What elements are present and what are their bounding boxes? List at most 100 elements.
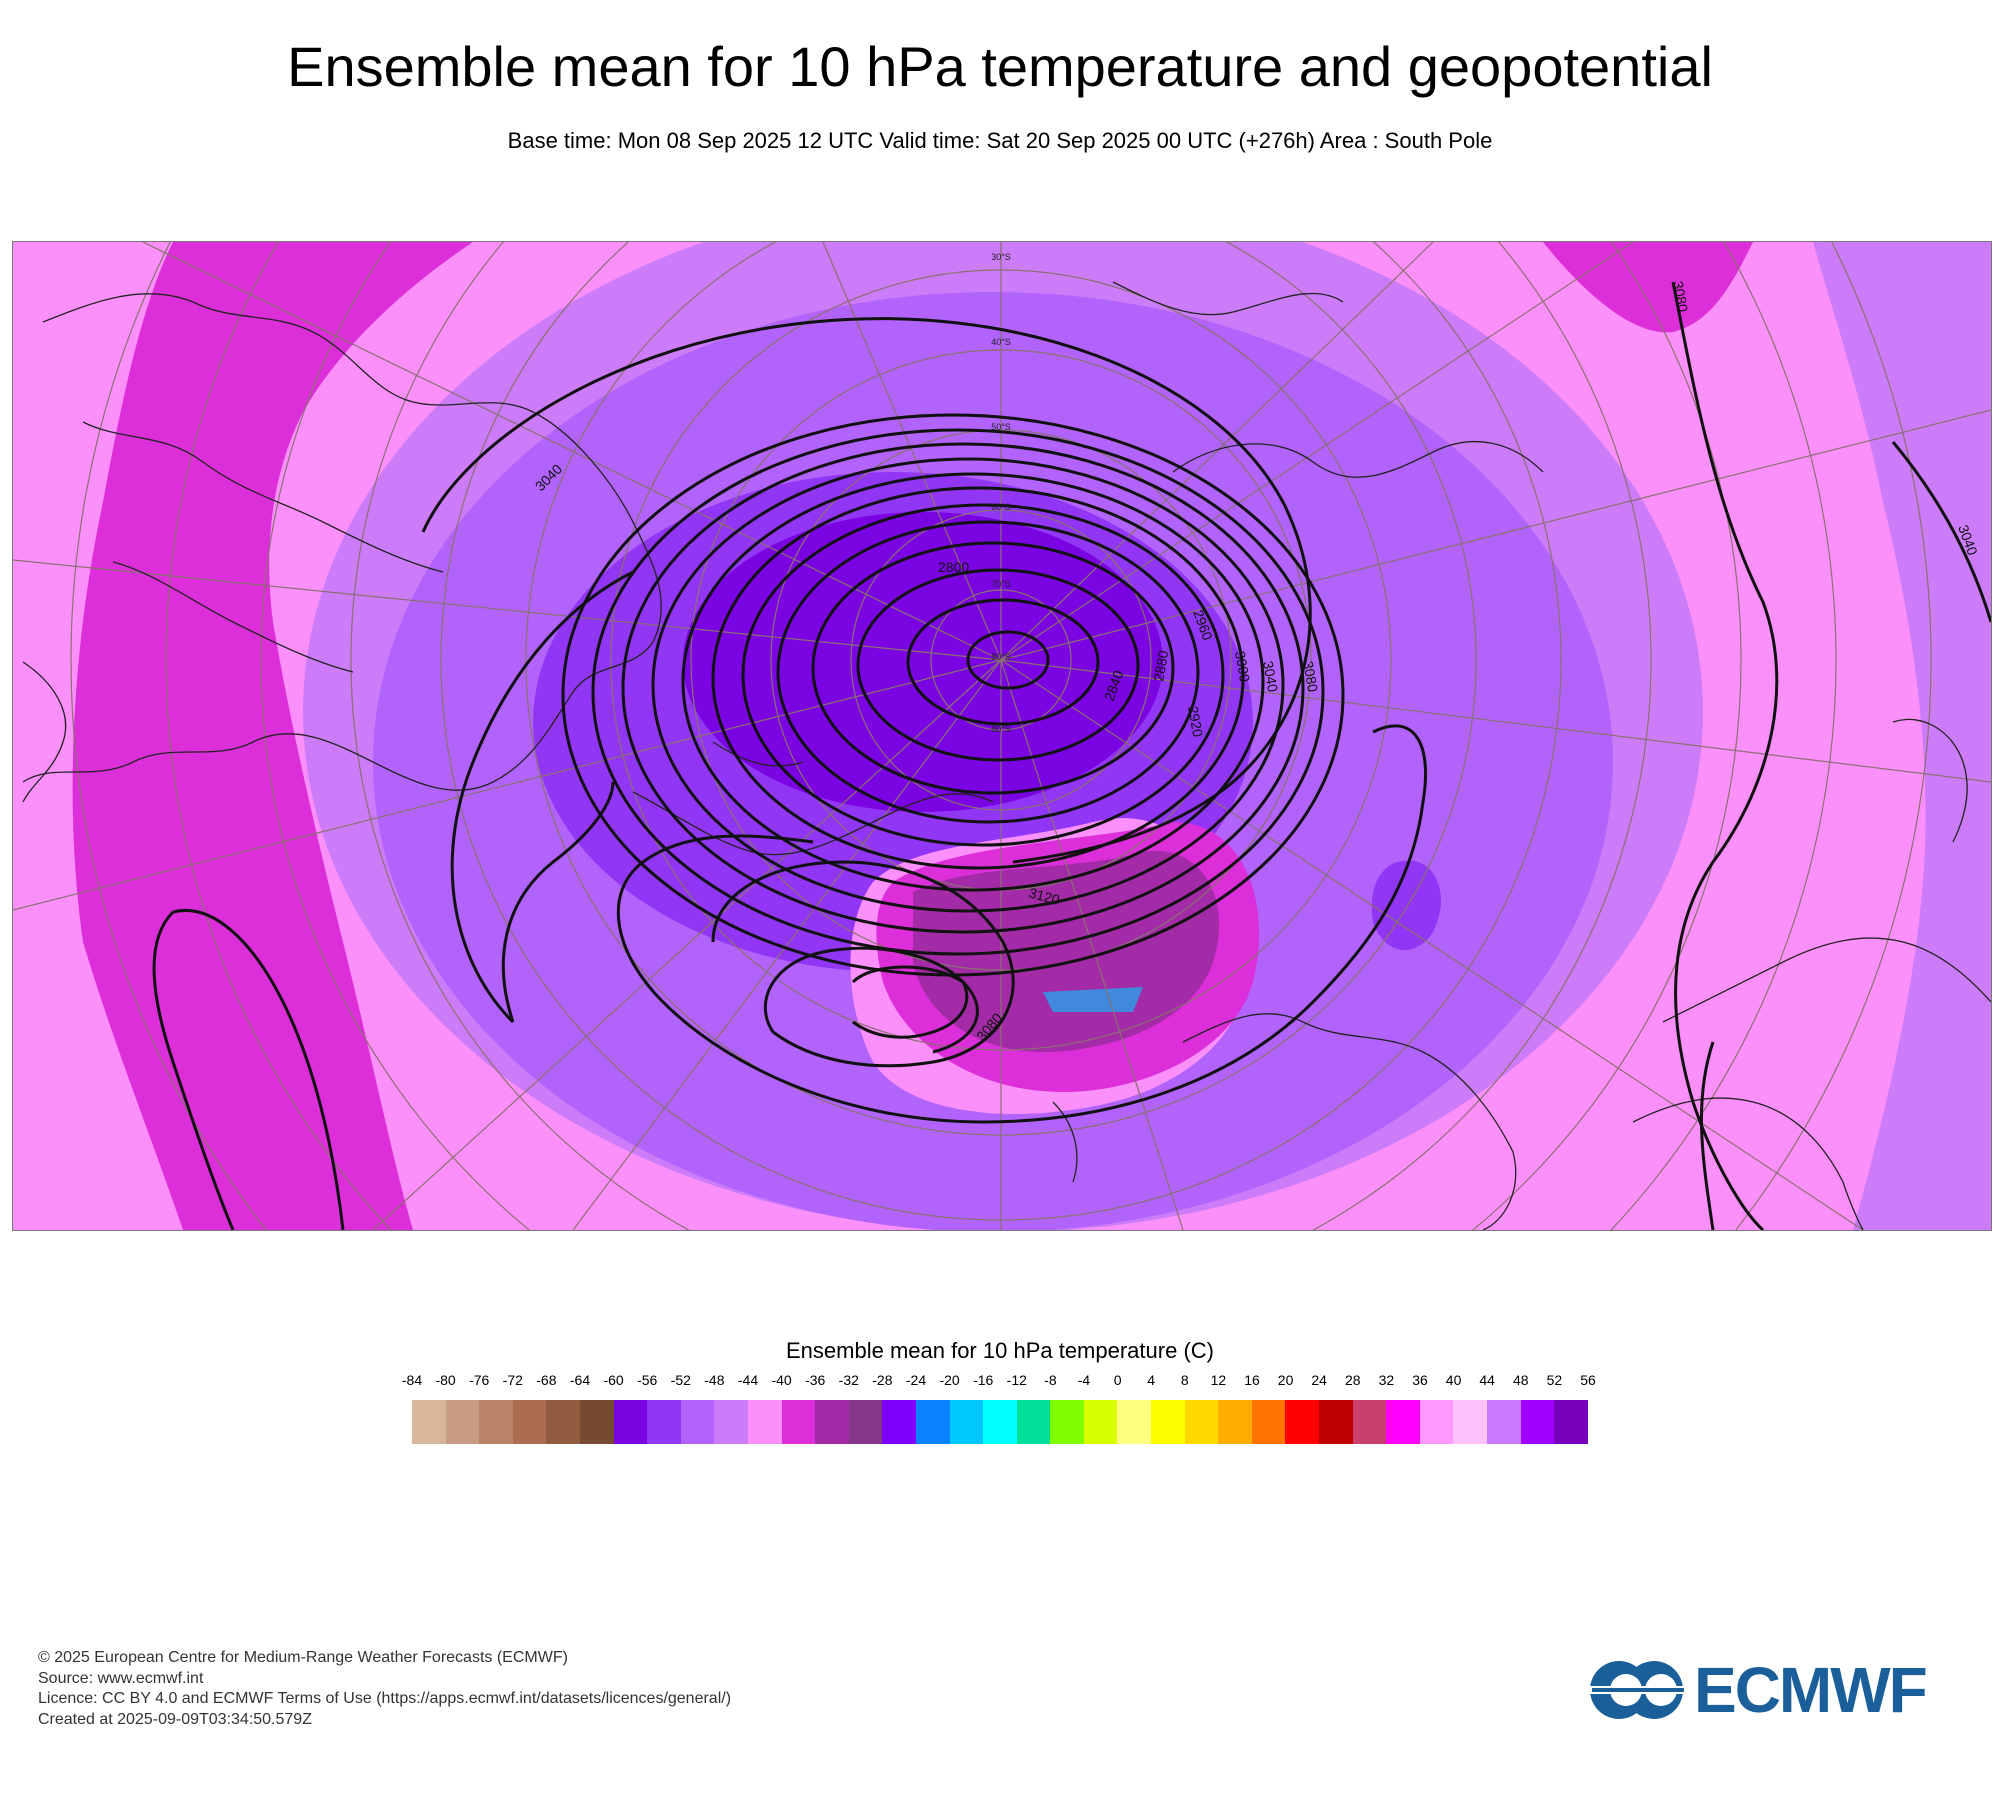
- ecmwf-logo-text: ECMWF: [1694, 1654, 1928, 1726]
- legend-swatch: [882, 1400, 916, 1444]
- legend-swatch: [714, 1400, 748, 1444]
- latitude-labels: 30°S 40°S 50°S 60°S 70°S 80°S 80°S: [991, 252, 1011, 734]
- footer-created: Created at 2025-09-09T03:34:50.579Z: [38, 1710, 312, 1728]
- legend-label: -48: [704, 1372, 725, 1388]
- temp-region: [72, 242, 473, 1230]
- legend-swatch: [1083, 1400, 1118, 1444]
- legend-label: 16: [1244, 1372, 1260, 1388]
- legend-swatch: [781, 1400, 816, 1444]
- legend-label: -16: [973, 1372, 994, 1388]
- legend-label: -4: [1077, 1372, 1091, 1388]
- legend-label: -32: [838, 1372, 859, 1388]
- legend-label: -44: [737, 1372, 759, 1388]
- contour-label: 3120: [1027, 884, 1061, 908]
- ecmwf-logo: ECMWF: [1588, 1656, 1964, 1724]
- legend-label: -76: [469, 1372, 490, 1388]
- legend-label: 4: [1147, 1372, 1156, 1388]
- legend-label: 32: [1378, 1372, 1395, 1388]
- legend-label: 12: [1210, 1372, 1227, 1388]
- legend-swatch: [1520, 1400, 1555, 1444]
- legend-swatch: [412, 1400, 446, 1444]
- latitude-label: 60°S: [991, 502, 1011, 512]
- latitude-label: 40°S: [991, 337, 1011, 347]
- latitude-label: 50°S: [991, 422, 1011, 432]
- legend-swatch: [579, 1400, 614, 1444]
- legend-swatch: [445, 1400, 480, 1444]
- legend-label: -64: [569, 1372, 591, 1388]
- legend-label: 0: [1113, 1372, 1122, 1388]
- temp-region: [1543, 242, 1991, 1230]
- legend-swatch: [1151, 1400, 1185, 1444]
- legend-swatch: [1117, 1400, 1152, 1444]
- temp-region: [1813, 242, 1991, 1230]
- temp-region: [683, 512, 1163, 812]
- legend-swatch: [479, 1400, 513, 1444]
- legend-label: -40: [771, 1372, 792, 1388]
- legend-label: -84: [401, 1372, 423, 1388]
- contour-label: 3000: [1232, 650, 1253, 684]
- legend-label: -60: [603, 1372, 624, 1388]
- legend-label: 44: [1479, 1372, 1495, 1388]
- legend-swatch: [1251, 1400, 1286, 1444]
- legend-swatch: [1453, 1400, 1487, 1444]
- legend-swatch: [680, 1400, 715, 1444]
- contour-label: 3080: [1300, 660, 1321, 694]
- temp-region: [1043, 987, 1143, 1012]
- legend-swatch: [949, 1400, 984, 1444]
- graticule: [13, 242, 1991, 1230]
- legend-swatch: [1554, 1400, 1588, 1444]
- color-legend: -84 -80 -76 -72 -68 -64 -60 -56 -52 -48 -44 -40 -36-…: [402, 1372, 1596, 1444]
- legend-label: -36: [805, 1372, 826, 1388]
- legend-swatch: [1386, 1400, 1420, 1444]
- chart-subtitle: Base time: Mon 08 Sep 2025 12 UTC Valid …: [507, 128, 1493, 153]
- legend-label: 8: [1180, 1372, 1189, 1388]
- legend-swatch: [1319, 1400, 1353, 1444]
- temp-region: [1543, 242, 1753, 333]
- latitude-label: 70°S: [991, 579, 1011, 589]
- coastlines: [22, 281, 1991, 1230]
- legend-swatch: [1285, 1400, 1320, 1444]
- legend-label: -80: [435, 1372, 456, 1388]
- latitude-label: 30°S: [991, 252, 1011, 262]
- legend-swatch: [747, 1400, 782, 1444]
- contour-label: 2800: [938, 559, 969, 575]
- legend-swatch: [647, 1400, 681, 1444]
- legend-label: 48: [1513, 1372, 1529, 1388]
- footer-copyright: © 2025 European Centre for Medium-Range …: [38, 1649, 568, 1666]
- legend-swatch: [815, 1400, 849, 1444]
- latitude-label: 80°S: [991, 724, 1011, 734]
- legend-label: 20: [1277, 1372, 1294, 1388]
- legend-swatch: [848, 1400, 883, 1444]
- ecmwf-logo-icon: [1588, 1661, 1688, 1719]
- geopotential-contours: [152, 281, 1991, 1230]
- legend-label: 40: [1445, 1372, 1462, 1388]
- legend-label: -20: [939, 1372, 960, 1388]
- legend-labels: -84 -80 -76 -72 -68 -64 -60 -56 -52 -48 -44 -40 -36-…: [402, 1372, 1596, 1394]
- legend-label: -56: [637, 1372, 658, 1388]
- legend-label: -52: [670, 1372, 691, 1388]
- footer-licence: Licence: CC BY 4.0 and ECMWF Terms of Us…: [38, 1690, 732, 1707]
- footer-source: Source: www.ecmwf.int: [38, 1669, 204, 1687]
- legend-swatch: [1184, 1400, 1219, 1444]
- legend-label: 28: [1345, 1372, 1361, 1388]
- map-panel: 30°S 40°S 50°S 60°S 70°S 80°S 80°S 3040 …: [12, 241, 1992, 1231]
- legend-title: Ensemble mean for 10 hPa temperature (C): [786, 1338, 1214, 1363]
- legend-swatch: [915, 1400, 950, 1444]
- map-svg: 30°S 40°S 50°S 60°S 70°S 80°S 80°S 3040 …: [13, 242, 1991, 1230]
- legend-swatch: [1352, 1400, 1387, 1444]
- legend-label: -68: [536, 1372, 557, 1388]
- legend-label: -12: [1006, 1372, 1027, 1388]
- legend-label: 36: [1412, 1372, 1428, 1388]
- legend-swatch: [1419, 1400, 1454, 1444]
- legend-swatch: [1218, 1400, 1252, 1444]
- legend-label: 52: [1546, 1372, 1563, 1388]
- contour-label: 3080: [1670, 280, 1691, 314]
- contour-label: 2920: [1185, 705, 1206, 739]
- legend-label: -8: [1044, 1372, 1057, 1388]
- legend-swatch: [983, 1400, 1017, 1444]
- legend-label: -24: [905, 1372, 927, 1388]
- legend-swatch: [1487, 1400, 1521, 1444]
- legend-swatch: [1050, 1400, 1084, 1444]
- temp-region: [913, 850, 1220, 1052]
- legend-swatch: [512, 1400, 547, 1444]
